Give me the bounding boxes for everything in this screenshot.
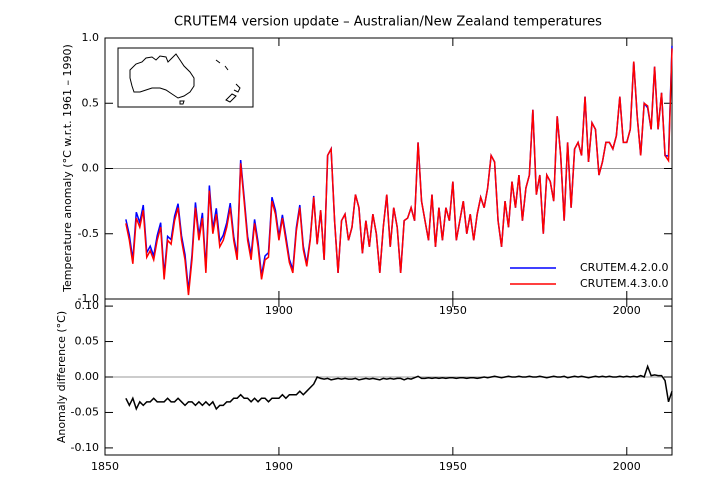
y-axis-label: Temperature anomaly (°C w.r.t. 1961 – 19… (61, 44, 74, 293)
y-tick-label: 0.0 (82, 162, 100, 175)
y-tick-label: -1.0 (78, 292, 99, 305)
x-tick-label: 2000 (613, 460, 641, 473)
inset-map (117, 47, 254, 108)
x-tick-label: 1950 (439, 460, 467, 473)
y-tick-label: 0.00 (75, 370, 100, 383)
x-tick-label: 1900 (265, 304, 293, 317)
y-tick-label: -0.5 (78, 227, 99, 240)
y-tick-label: 0.5 (82, 96, 100, 109)
y-tick-label: -0.10 (71, 441, 99, 454)
legend-label: CRUTEM.4.2.0.0 (580, 261, 669, 274)
series-line (125, 364, 673, 411)
legend-label: CRUTEM.4.3.0.0 (580, 277, 669, 290)
x-tick-label: 1900 (265, 460, 293, 473)
chart-title: CRUTEM4 version update – Australian/New … (174, 15, 602, 30)
y-tick-label: 1.0 (82, 31, 100, 44)
x-tick-label: 2000 (613, 304, 641, 317)
y-tick-label: 0.10 (75, 299, 100, 312)
y-axis-label: Anomaly difference (°C) (55, 311, 68, 443)
x-tick-label: 1950 (439, 304, 467, 317)
x-tick-label: 1850 (91, 460, 119, 473)
y-tick-label: 0.05 (75, 335, 100, 348)
y-tick-label: -0.05 (71, 405, 99, 418)
series-line (125, 48, 673, 296)
